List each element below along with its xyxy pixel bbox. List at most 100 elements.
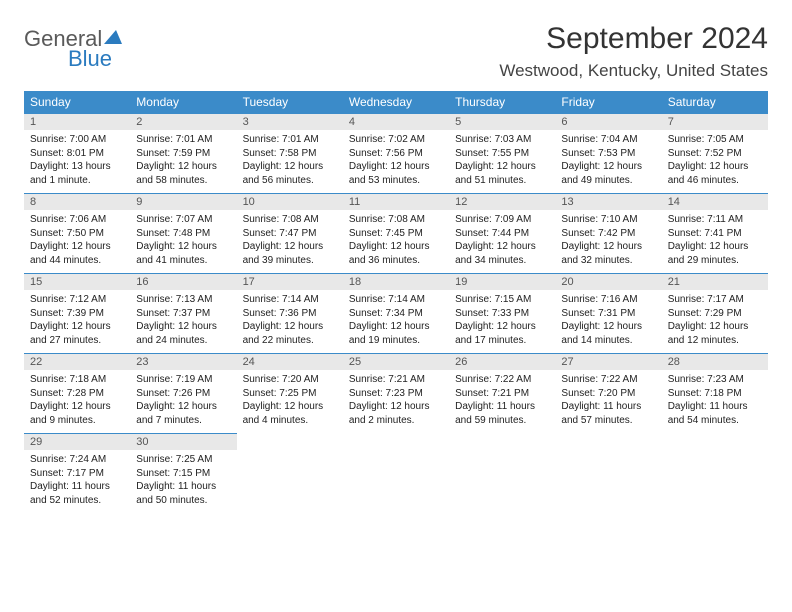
calendar-cell: 27Sunrise: 7:22 AMSunset: 7:20 PMDayligh… (555, 353, 661, 433)
calendar-cell: 7Sunrise: 7:05 AMSunset: 7:52 PMDaylight… (662, 113, 768, 193)
day-detail: Sunrise: 7:05 AMSunset: 7:52 PMDaylight:… (662, 130, 768, 193)
day-cell: 17Sunrise: 7:14 AMSunset: 7:36 PMDayligh… (237, 273, 343, 353)
day-cell: 29Sunrise: 7:24 AMSunset: 7:17 PMDayligh… (24, 433, 130, 513)
day-cell: 16Sunrise: 7:13 AMSunset: 7:37 PMDayligh… (130, 273, 236, 353)
day-number: 3 (237, 114, 343, 130)
day-detail: Sunrise: 7:09 AMSunset: 7:44 PMDaylight:… (449, 210, 555, 273)
calendar-cell (343, 433, 449, 513)
calendar-cell (662, 433, 768, 513)
day-detail: Sunrise: 7:13 AMSunset: 7:37 PMDaylight:… (130, 290, 236, 353)
day-number: 14 (662, 194, 768, 210)
day-detail: Sunrise: 7:12 AMSunset: 7:39 PMDaylight:… (24, 290, 130, 353)
calendar-cell: 25Sunrise: 7:21 AMSunset: 7:23 PMDayligh… (343, 353, 449, 433)
day-cell: 27Sunrise: 7:22 AMSunset: 7:20 PMDayligh… (555, 353, 661, 433)
day-cell: 14Sunrise: 7:11 AMSunset: 7:41 PMDayligh… (662, 193, 768, 273)
calendar-cell: 11Sunrise: 7:08 AMSunset: 7:45 PMDayligh… (343, 193, 449, 273)
day-detail: Sunrise: 7:22 AMSunset: 7:21 PMDaylight:… (449, 370, 555, 433)
day-detail: Sunrise: 7:14 AMSunset: 7:34 PMDaylight:… (343, 290, 449, 353)
day-cell: 28Sunrise: 7:23 AMSunset: 7:18 PMDayligh… (662, 353, 768, 433)
day-detail: Sunrise: 7:25 AMSunset: 7:15 PMDaylight:… (130, 450, 236, 513)
day-cell: 2Sunrise: 7:01 AMSunset: 7:59 PMDaylight… (130, 113, 236, 193)
day-number: 8 (24, 194, 130, 210)
title-block: September 2024 Westwood, Kentucky, Unite… (499, 22, 768, 81)
day-number: 25 (343, 354, 449, 370)
weekday-header: Friday (555, 91, 661, 113)
day-cell: 15Sunrise: 7:12 AMSunset: 7:39 PMDayligh… (24, 273, 130, 353)
day-number: 11 (343, 194, 449, 210)
day-number: 4 (343, 114, 449, 130)
day-cell: 23Sunrise: 7:19 AMSunset: 7:26 PMDayligh… (130, 353, 236, 433)
day-detail: Sunrise: 7:01 AMSunset: 7:59 PMDaylight:… (130, 130, 236, 193)
day-cell: 19Sunrise: 7:15 AMSunset: 7:33 PMDayligh… (449, 273, 555, 353)
weekday-header: Monday (130, 91, 236, 113)
day-detail: Sunrise: 7:11 AMSunset: 7:41 PMDaylight:… (662, 210, 768, 273)
calendar-cell: 21Sunrise: 7:17 AMSunset: 7:29 PMDayligh… (662, 273, 768, 353)
day-detail: Sunrise: 7:15 AMSunset: 7:33 PMDaylight:… (449, 290, 555, 353)
day-number: 22 (24, 354, 130, 370)
day-number: 1 (24, 114, 130, 130)
calendar-table: SundayMondayTuesdayWednesdayThursdayFrid… (24, 91, 768, 513)
day-number: 30 (130, 434, 236, 450)
day-cell: 24Sunrise: 7:20 AMSunset: 7:25 PMDayligh… (237, 353, 343, 433)
day-detail: Sunrise: 7:20 AMSunset: 7:25 PMDaylight:… (237, 370, 343, 433)
day-number: 27 (555, 354, 661, 370)
calendar-cell: 8Sunrise: 7:06 AMSunset: 7:50 PMDaylight… (24, 193, 130, 273)
day-number: 7 (662, 114, 768, 130)
logo-part2: Blue (68, 48, 124, 70)
day-detail: Sunrise: 7:19 AMSunset: 7:26 PMDaylight:… (130, 370, 236, 433)
day-cell: 21Sunrise: 7:17 AMSunset: 7:29 PMDayligh… (662, 273, 768, 353)
day-number: 6 (555, 114, 661, 130)
calendar-cell: 12Sunrise: 7:09 AMSunset: 7:44 PMDayligh… (449, 193, 555, 273)
calendar-cell: 17Sunrise: 7:14 AMSunset: 7:36 PMDayligh… (237, 273, 343, 353)
day-cell: 4Sunrise: 7:02 AMSunset: 7:56 PMDaylight… (343, 113, 449, 193)
location-text: Westwood, Kentucky, United States (499, 61, 768, 81)
calendar-week-row: 1Sunrise: 7:00 AMSunset: 8:01 PMDaylight… (24, 113, 768, 193)
day-number: 12 (449, 194, 555, 210)
calendar-week-row: 15Sunrise: 7:12 AMSunset: 7:39 PMDayligh… (24, 273, 768, 353)
calendar-cell: 6Sunrise: 7:04 AMSunset: 7:53 PMDaylight… (555, 113, 661, 193)
day-number: 16 (130, 274, 236, 290)
day-number: 23 (130, 354, 236, 370)
weekday-header: Wednesday (343, 91, 449, 113)
weekday-header: Saturday (662, 91, 768, 113)
calendar-week-row: 8Sunrise: 7:06 AMSunset: 7:50 PMDaylight… (24, 193, 768, 273)
day-detail: Sunrise: 7:22 AMSunset: 7:20 PMDaylight:… (555, 370, 661, 433)
calendar-cell (555, 433, 661, 513)
day-detail: Sunrise: 7:03 AMSunset: 7:55 PMDaylight:… (449, 130, 555, 193)
header-row: General Blue September 2024 Westwood, Ke… (24, 22, 768, 81)
day-number: 5 (449, 114, 555, 130)
day-cell: 26Sunrise: 7:22 AMSunset: 7:21 PMDayligh… (449, 353, 555, 433)
calendar-cell: 13Sunrise: 7:10 AMSunset: 7:42 PMDayligh… (555, 193, 661, 273)
day-detail: Sunrise: 7:07 AMSunset: 7:48 PMDaylight:… (130, 210, 236, 273)
calendar-cell: 20Sunrise: 7:16 AMSunset: 7:31 PMDayligh… (555, 273, 661, 353)
day-detail: Sunrise: 7:18 AMSunset: 7:28 PMDaylight:… (24, 370, 130, 433)
calendar-week-row: 22Sunrise: 7:18 AMSunset: 7:28 PMDayligh… (24, 353, 768, 433)
calendar-cell: 19Sunrise: 7:15 AMSunset: 7:33 PMDayligh… (449, 273, 555, 353)
day-number: 20 (555, 274, 661, 290)
day-detail: Sunrise: 7:04 AMSunset: 7:53 PMDaylight:… (555, 130, 661, 193)
day-detail: Sunrise: 7:16 AMSunset: 7:31 PMDaylight:… (555, 290, 661, 353)
day-cell: 7Sunrise: 7:05 AMSunset: 7:52 PMDaylight… (662, 113, 768, 193)
day-cell: 25Sunrise: 7:21 AMSunset: 7:23 PMDayligh… (343, 353, 449, 433)
day-cell: 20Sunrise: 7:16 AMSunset: 7:31 PMDayligh… (555, 273, 661, 353)
day-detail: Sunrise: 7:14 AMSunset: 7:36 PMDaylight:… (237, 290, 343, 353)
calendar-cell: 1Sunrise: 7:00 AMSunset: 8:01 PMDaylight… (24, 113, 130, 193)
calendar-cell: 4Sunrise: 7:02 AMSunset: 7:56 PMDaylight… (343, 113, 449, 193)
day-detail: Sunrise: 7:17 AMSunset: 7:29 PMDaylight:… (662, 290, 768, 353)
day-cell: 10Sunrise: 7:08 AMSunset: 7:47 PMDayligh… (237, 193, 343, 273)
day-cell: 9Sunrise: 7:07 AMSunset: 7:48 PMDaylight… (130, 193, 236, 273)
calendar-cell: 24Sunrise: 7:20 AMSunset: 7:25 PMDayligh… (237, 353, 343, 433)
day-cell: 6Sunrise: 7:04 AMSunset: 7:53 PMDaylight… (555, 113, 661, 193)
day-cell: 8Sunrise: 7:06 AMSunset: 7:50 PMDaylight… (24, 193, 130, 273)
day-detail: Sunrise: 7:21 AMSunset: 7:23 PMDaylight:… (343, 370, 449, 433)
day-detail: Sunrise: 7:06 AMSunset: 7:50 PMDaylight:… (24, 210, 130, 273)
calendar-week-row: 29Sunrise: 7:24 AMSunset: 7:17 PMDayligh… (24, 433, 768, 513)
day-cell: 22Sunrise: 7:18 AMSunset: 7:28 PMDayligh… (24, 353, 130, 433)
calendar-cell: 29Sunrise: 7:24 AMSunset: 7:17 PMDayligh… (24, 433, 130, 513)
month-title: September 2024 (499, 22, 768, 55)
day-number: 21 (662, 274, 768, 290)
day-number: 18 (343, 274, 449, 290)
day-detail: Sunrise: 7:24 AMSunset: 7:17 PMDaylight:… (24, 450, 130, 513)
day-number: 17 (237, 274, 343, 290)
day-detail: Sunrise: 7:01 AMSunset: 7:58 PMDaylight:… (237, 130, 343, 193)
